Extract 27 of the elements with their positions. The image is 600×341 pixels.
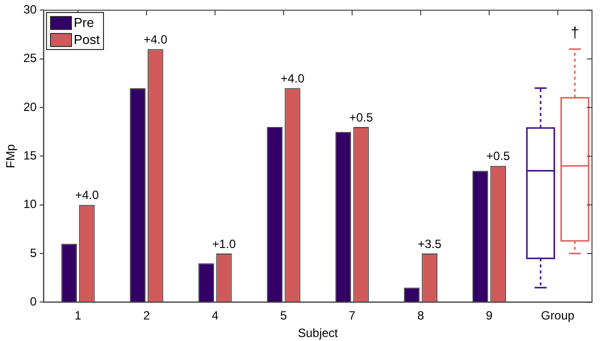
y-tick-label: 10: [23, 197, 38, 212]
x-tick-label: Group: [541, 308, 575, 323]
x-tick-label: 2: [143, 308, 150, 323]
y-tick-label: 20: [23, 100, 38, 114]
annotation: †: [570, 24, 580, 42]
annotation: +0.5: [486, 149, 510, 164]
legend-label: Pre: [74, 14, 94, 32]
x-tick-label: 9: [486, 308, 493, 323]
x-axis-title: Subject: [298, 326, 339, 340]
y-tick-label: 30: [23, 2, 38, 17]
annotation: +1.0: [212, 236, 236, 251]
x-tick-label: 8: [417, 308, 424, 323]
annotation: +3.5: [418, 236, 442, 251]
y-tick-label: 15: [23, 148, 38, 163]
annotation: +0.5: [349, 110, 374, 124]
annotation: +4.0: [280, 71, 305, 86]
x-tick-label: 7: [348, 308, 356, 323]
legend-label: Post: [74, 31, 100, 48]
annotation: +4.0: [75, 188, 100, 202]
y-axis-title: FMp: [4, 144, 18, 168]
x-tick-label: 1: [74, 308, 82, 323]
x-tick-label: 4: [212, 308, 219, 323]
y-tick-label: 5: [30, 246, 38, 260]
y-tick-label: 0: [30, 294, 38, 309]
annotation: +4.0: [144, 32, 168, 46]
x-tick-label: 5: [280, 308, 288, 323]
y-tick-label: 25: [23, 51, 38, 66]
